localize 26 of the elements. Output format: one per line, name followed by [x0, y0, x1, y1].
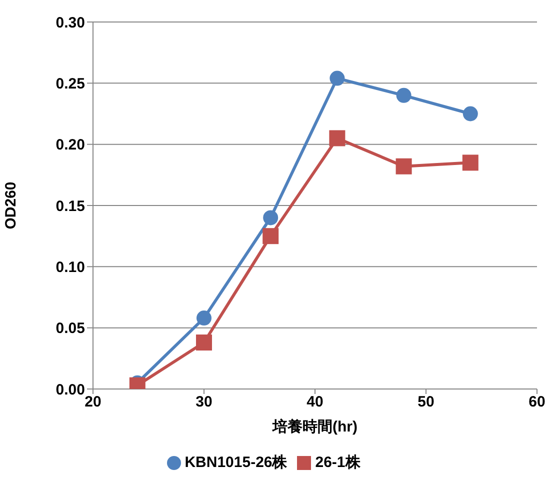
x-axis-title: 培養時間(hr): [272, 418, 358, 436]
x-tick-label: 40: [306, 394, 324, 411]
point: [462, 106, 478, 122]
y-tick-label: 0.10: [56, 258, 85, 276]
point: [396, 88, 412, 103]
legend-label: 26-1株: [315, 454, 360, 471]
y-tick-label: 0.00: [56, 381, 85, 398]
x-tick-label: 60: [528, 394, 546, 411]
x-tick-label: 20: [84, 394, 102, 411]
y-tick-label: 0.15: [56, 198, 85, 215]
x-tick-label: 30: [196, 394, 212, 411]
y-axis-title: OD260: [2, 182, 20, 230]
y-tick-label: 0.20: [56, 136, 85, 154]
point: [262, 228, 279, 244]
point: [329, 130, 346, 146]
point: [196, 334, 212, 351]
y-tick-label: 0.30: [56, 14, 85, 32]
point: [263, 210, 278, 226]
point: [396, 158, 412, 174]
legend-label: KBN1015-26株: [184, 454, 288, 471]
point: [330, 70, 345, 86]
point: [196, 310, 212, 326]
point: [462, 154, 478, 171]
y-tick-label: 0.05: [56, 320, 85, 338]
x-tick-label: 50: [418, 394, 434, 411]
y-tick-label: 0.25: [56, 75, 85, 92]
